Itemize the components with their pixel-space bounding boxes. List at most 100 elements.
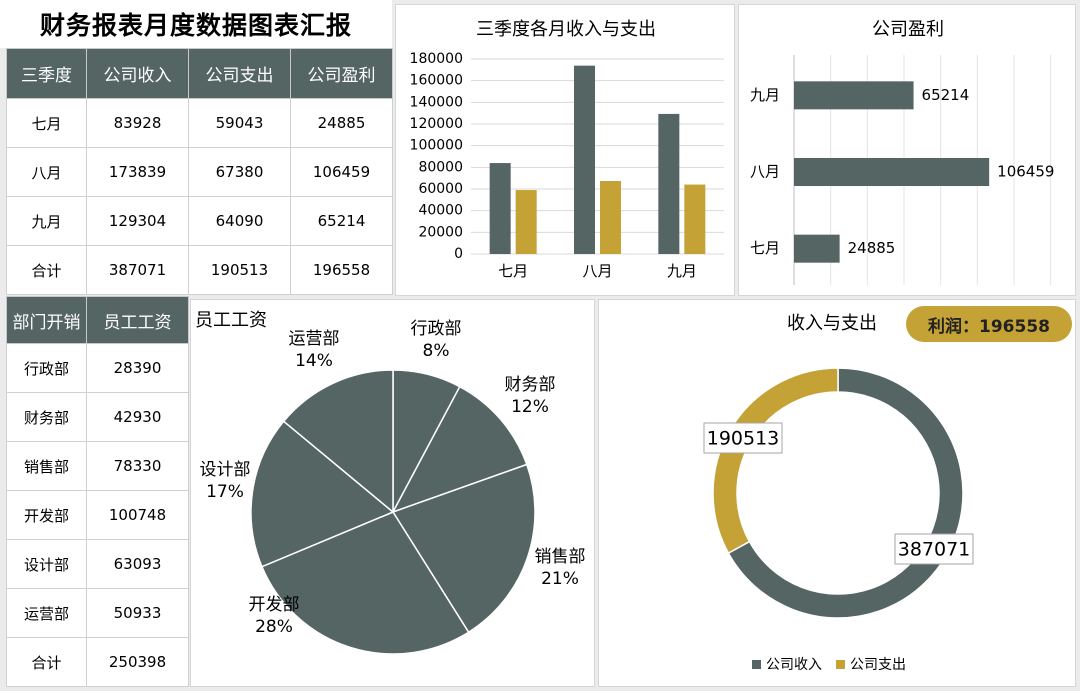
- donut-segment: [712, 367, 839, 555]
- table-cell: 196558: [290, 245, 393, 295]
- data-label: 190513: [707, 428, 780, 450]
- slice-label: 行政部: [411, 319, 462, 339]
- x-tick-label: 九月: [667, 262, 697, 280]
- data-label: 387071: [898, 539, 971, 561]
- table-row: 设计部 63093: [6, 539, 189, 589]
- dept-salary-table: 部门开销 员工工资 行政部 28390 财务部 42930 销售部 78330 开发部 1007…: [6, 296, 189, 687]
- profit-hbar-chart: 九月 65214 八月 106459 七月 24885: [750, 55, 1054, 285]
- table-cell: 运营部: [6, 588, 87, 638]
- income-expense-chart-panel: 三季度各月收入与支出 0 20000 40000 60000 80000 100000 12…: [395, 4, 735, 296]
- table-cell: 销售部: [6, 441, 87, 491]
- table-cell: 设计部: [6, 539, 87, 589]
- column-header: 员工工资: [86, 296, 189, 344]
- bar-income: [574, 65, 595, 255]
- table-cell: 106459: [290, 147, 393, 197]
- table-cell: 九月: [6, 196, 87, 246]
- table-cell: 28390: [86, 343, 189, 393]
- y-tick-label: 20000: [418, 224, 463, 240]
- legend-item-income: 公司收入: [752, 654, 822, 674]
- pie-slice: [250, 420, 395, 568]
- slice-percent: 28%: [255, 617, 293, 637]
- profit-bar: [794, 234, 840, 263]
- table-cell: 八月: [6, 147, 87, 197]
- profit-bar: [794, 158, 990, 186]
- table-cell: 59043: [188, 98, 291, 148]
- table-cell: 129304: [86, 196, 189, 246]
- slice-label: 销售部: [535, 547, 586, 567]
- table-cell: 67380: [188, 147, 291, 197]
- table-cell: 83928: [86, 98, 189, 148]
- profit-badge: 利润：196558: [906, 306, 1072, 342]
- table-row: 合计 250398: [6, 637, 189, 687]
- chart-title: 三季度各月收入与支出: [476, 19, 656, 40]
- table-cell: 行政部: [6, 343, 87, 393]
- table-cell: 七月: [6, 98, 87, 148]
- table-cell: 100748: [86, 490, 189, 540]
- table-cell: 64090: [188, 196, 291, 246]
- data-label: 65214: [922, 86, 970, 104]
- pie-slice: [282, 369, 394, 514]
- data-label: 24885: [848, 239, 896, 257]
- y-tick-label: 160000: [410, 73, 463, 89]
- pie-slice: [260, 511, 470, 655]
- table-row: 八月 173839 67380 106459: [6, 147, 393, 197]
- donut-panel: 收入与支出 387071 190513: [598, 299, 1076, 687]
- table-cell: 合计: [6, 637, 87, 687]
- chart-title: 员工工资: [195, 310, 267, 331]
- page-title: 财务报表月度数据图表汇报: [39, 11, 352, 40]
- table-row: 财务部 42930: [6, 392, 189, 442]
- data-label: 106459: [997, 163, 1054, 181]
- slice-percent: 8%: [423, 341, 450, 361]
- column-header: 公司支出: [188, 48, 291, 99]
- table-cell: 24885: [290, 98, 393, 148]
- donut-legend: 公司收入 公司支出: [752, 654, 906, 674]
- slice-label: 财务部: [505, 375, 556, 395]
- y-tick-label: 80000: [418, 159, 463, 175]
- table-cell: 173839: [86, 147, 189, 197]
- y-tick-label: 120000: [410, 116, 463, 132]
- table-cell: 63093: [86, 539, 189, 589]
- pie-slice: [391, 385, 528, 514]
- y-category-label: 八月: [750, 163, 780, 181]
- bar-income: [489, 163, 511, 254]
- table-cell: 190513: [188, 245, 291, 295]
- profit-bar: [794, 81, 914, 110]
- slice-label: 设计部: [200, 460, 251, 480]
- y-tick-label: 100000: [410, 138, 463, 154]
- slice-percent: 21%: [541, 569, 579, 589]
- table-row: 合计 387071 190513 196558: [6, 245, 393, 295]
- table-row: 运营部 50933: [6, 588, 189, 638]
- legend-label: 公司收入: [766, 657, 822, 673]
- column-header: 三季度: [6, 48, 87, 99]
- pie-slice: [391, 463, 536, 634]
- profit-chart-panel: 公司盈利 九月 65214 八月 106459 七月 24885: [738, 4, 1076, 296]
- summary-table: 三季度 公司收入 公司支出 公司盈利 七月 83928 59043 24885 八月 17383…: [6, 48, 393, 295]
- y-tick-label: 60000: [418, 181, 463, 197]
- y-tick-label: 180000: [410, 51, 463, 67]
- y-category-label: 九月: [750, 86, 780, 104]
- table-cell: 合计: [6, 245, 87, 295]
- table-row: 销售部 78330: [6, 441, 189, 491]
- chart-title: 收入与支出: [787, 313, 877, 334]
- table-cell: 387071: [86, 245, 189, 295]
- legend-label: 公司支出: [850, 657, 906, 673]
- table-cell: 78330: [86, 441, 189, 491]
- page-title-box: 财务报表月度数据图表汇报: [0, 0, 392, 48]
- legend-item-expense: 公司支出: [836, 654, 906, 674]
- y-tick-label: 0: [454, 246, 463, 262]
- table-cell: 42930: [86, 392, 189, 442]
- table-row: 开发部 100748: [6, 490, 189, 540]
- table-cell: 250398: [86, 637, 189, 687]
- donut-segment: [727, 367, 964, 619]
- column-header: 公司盈利: [290, 48, 393, 99]
- table-cell: 财务部: [6, 392, 87, 442]
- y-tick-label: 140000: [410, 94, 463, 110]
- x-tick-label: 七月: [498, 262, 528, 280]
- bar-expense: [600, 181, 621, 254]
- slice-label: 运营部: [289, 329, 340, 349]
- table-row: 七月 83928 59043 24885: [6, 98, 393, 148]
- bar-expense: [684, 184, 706, 254]
- slice-label: 开发部: [249, 595, 300, 615]
- income-expense-bar-chart: 0 20000 40000 60000 80000 100000 120000 140000 1…: [410, 51, 724, 280]
